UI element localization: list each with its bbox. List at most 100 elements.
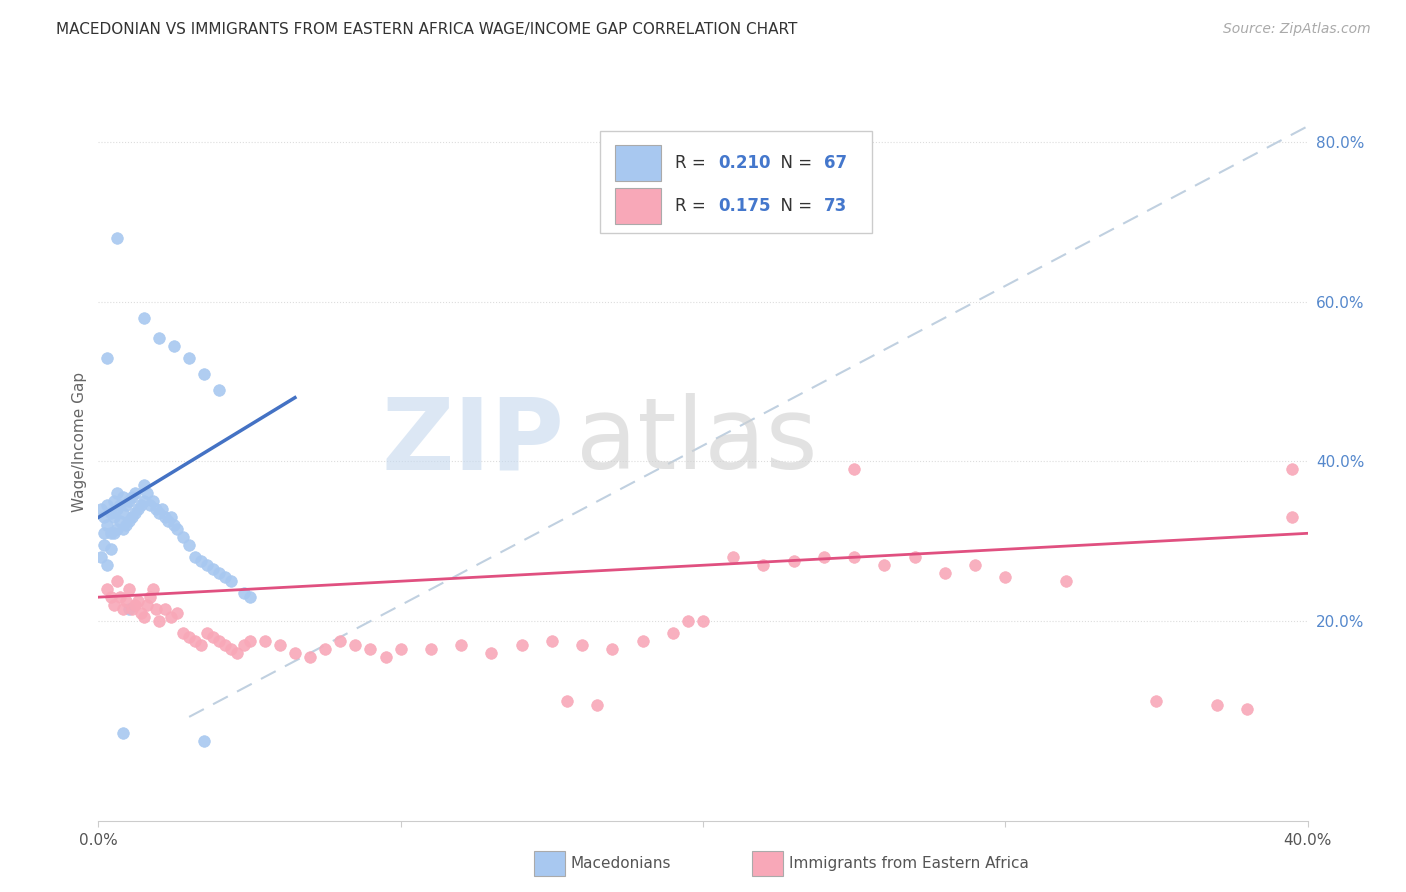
Point bbox=[844, 462, 866, 476]
Point bbox=[148, 331, 170, 345]
Point bbox=[148, 614, 170, 628]
Point bbox=[118, 602, 141, 616]
Point bbox=[96, 558, 118, 573]
Text: 0.175: 0.175 bbox=[718, 197, 772, 215]
Point bbox=[105, 574, 128, 589]
Point bbox=[1144, 694, 1167, 708]
Text: N =: N = bbox=[769, 154, 817, 172]
Point bbox=[208, 566, 231, 581]
Point bbox=[214, 570, 236, 584]
Point bbox=[153, 510, 176, 524]
Point bbox=[96, 499, 118, 513]
Point bbox=[132, 494, 155, 508]
Text: MACEDONIAN VS IMMIGRANTS FROM EASTERN AFRICA WAGE/INCOME GAP CORRELATION CHART: MACEDONIAN VS IMMIGRANTS FROM EASTERN AF… bbox=[56, 22, 797, 37]
Point bbox=[299, 650, 322, 665]
Point bbox=[172, 530, 194, 544]
Text: Immigrants from Eastern Africa: Immigrants from Eastern Africa bbox=[789, 856, 1029, 871]
Point bbox=[202, 562, 225, 576]
Point bbox=[193, 734, 215, 748]
Point bbox=[232, 638, 254, 652]
Point bbox=[184, 634, 207, 648]
Point bbox=[374, 650, 396, 665]
Text: R =: R = bbox=[675, 197, 711, 215]
Text: ZIP: ZIP bbox=[381, 393, 564, 490]
Point bbox=[676, 614, 699, 628]
Point bbox=[111, 522, 134, 536]
Point bbox=[193, 367, 215, 381]
Text: N =: N = bbox=[769, 197, 817, 215]
Text: 0.210: 0.210 bbox=[718, 154, 772, 172]
Point bbox=[103, 526, 125, 541]
Point bbox=[179, 351, 201, 365]
Point bbox=[555, 694, 578, 708]
Point bbox=[166, 606, 188, 620]
Point bbox=[904, 550, 927, 565]
Point bbox=[93, 538, 115, 552]
Point bbox=[111, 507, 134, 521]
Point bbox=[124, 486, 146, 500]
Point bbox=[114, 594, 136, 608]
Point bbox=[108, 499, 131, 513]
Point bbox=[195, 558, 218, 573]
Point bbox=[132, 478, 155, 492]
Point bbox=[100, 526, 122, 541]
Point bbox=[329, 634, 352, 648]
Point bbox=[1281, 510, 1303, 524]
Point bbox=[118, 494, 141, 508]
Point bbox=[965, 558, 987, 573]
Point bbox=[135, 598, 157, 612]
Point bbox=[142, 494, 165, 508]
Point bbox=[135, 486, 157, 500]
Point bbox=[752, 558, 775, 573]
Point bbox=[100, 507, 122, 521]
Point bbox=[156, 514, 179, 528]
Point bbox=[103, 494, 125, 508]
Point bbox=[1281, 462, 1303, 476]
Point bbox=[239, 590, 262, 604]
Point bbox=[127, 594, 149, 608]
Point bbox=[103, 510, 125, 524]
Point bbox=[132, 310, 155, 325]
Point bbox=[145, 602, 167, 616]
Point bbox=[873, 558, 896, 573]
Point bbox=[111, 726, 134, 740]
Text: Source: ZipAtlas.com: Source: ZipAtlas.com bbox=[1223, 22, 1371, 37]
Point bbox=[844, 550, 866, 565]
Point bbox=[139, 590, 162, 604]
Point bbox=[284, 646, 307, 660]
Point bbox=[153, 602, 176, 616]
Point bbox=[269, 638, 291, 652]
Point bbox=[105, 486, 128, 500]
Point bbox=[90, 502, 112, 516]
Point bbox=[124, 507, 146, 521]
Point bbox=[226, 646, 249, 660]
Point bbox=[129, 606, 152, 620]
Point bbox=[510, 638, 533, 652]
Point bbox=[114, 518, 136, 533]
Point bbox=[184, 550, 207, 565]
Text: atlas: atlas bbox=[576, 393, 818, 490]
Point bbox=[994, 570, 1017, 584]
Point bbox=[132, 610, 155, 624]
Point bbox=[1236, 702, 1258, 716]
Point bbox=[105, 231, 128, 245]
Point bbox=[208, 383, 231, 397]
Point bbox=[129, 499, 152, 513]
Point bbox=[93, 510, 115, 524]
Point bbox=[145, 502, 167, 516]
Point bbox=[118, 582, 141, 597]
Point bbox=[160, 510, 183, 524]
Point bbox=[114, 499, 136, 513]
Point bbox=[450, 638, 472, 652]
Point bbox=[420, 642, 443, 657]
Point bbox=[783, 554, 806, 568]
Point bbox=[692, 614, 714, 628]
Point bbox=[121, 602, 143, 616]
Point bbox=[179, 538, 201, 552]
Point bbox=[571, 638, 593, 652]
FancyBboxPatch shape bbox=[614, 187, 661, 224]
Point bbox=[108, 590, 131, 604]
Point bbox=[314, 642, 336, 657]
Point bbox=[221, 642, 243, 657]
Point bbox=[540, 634, 562, 648]
